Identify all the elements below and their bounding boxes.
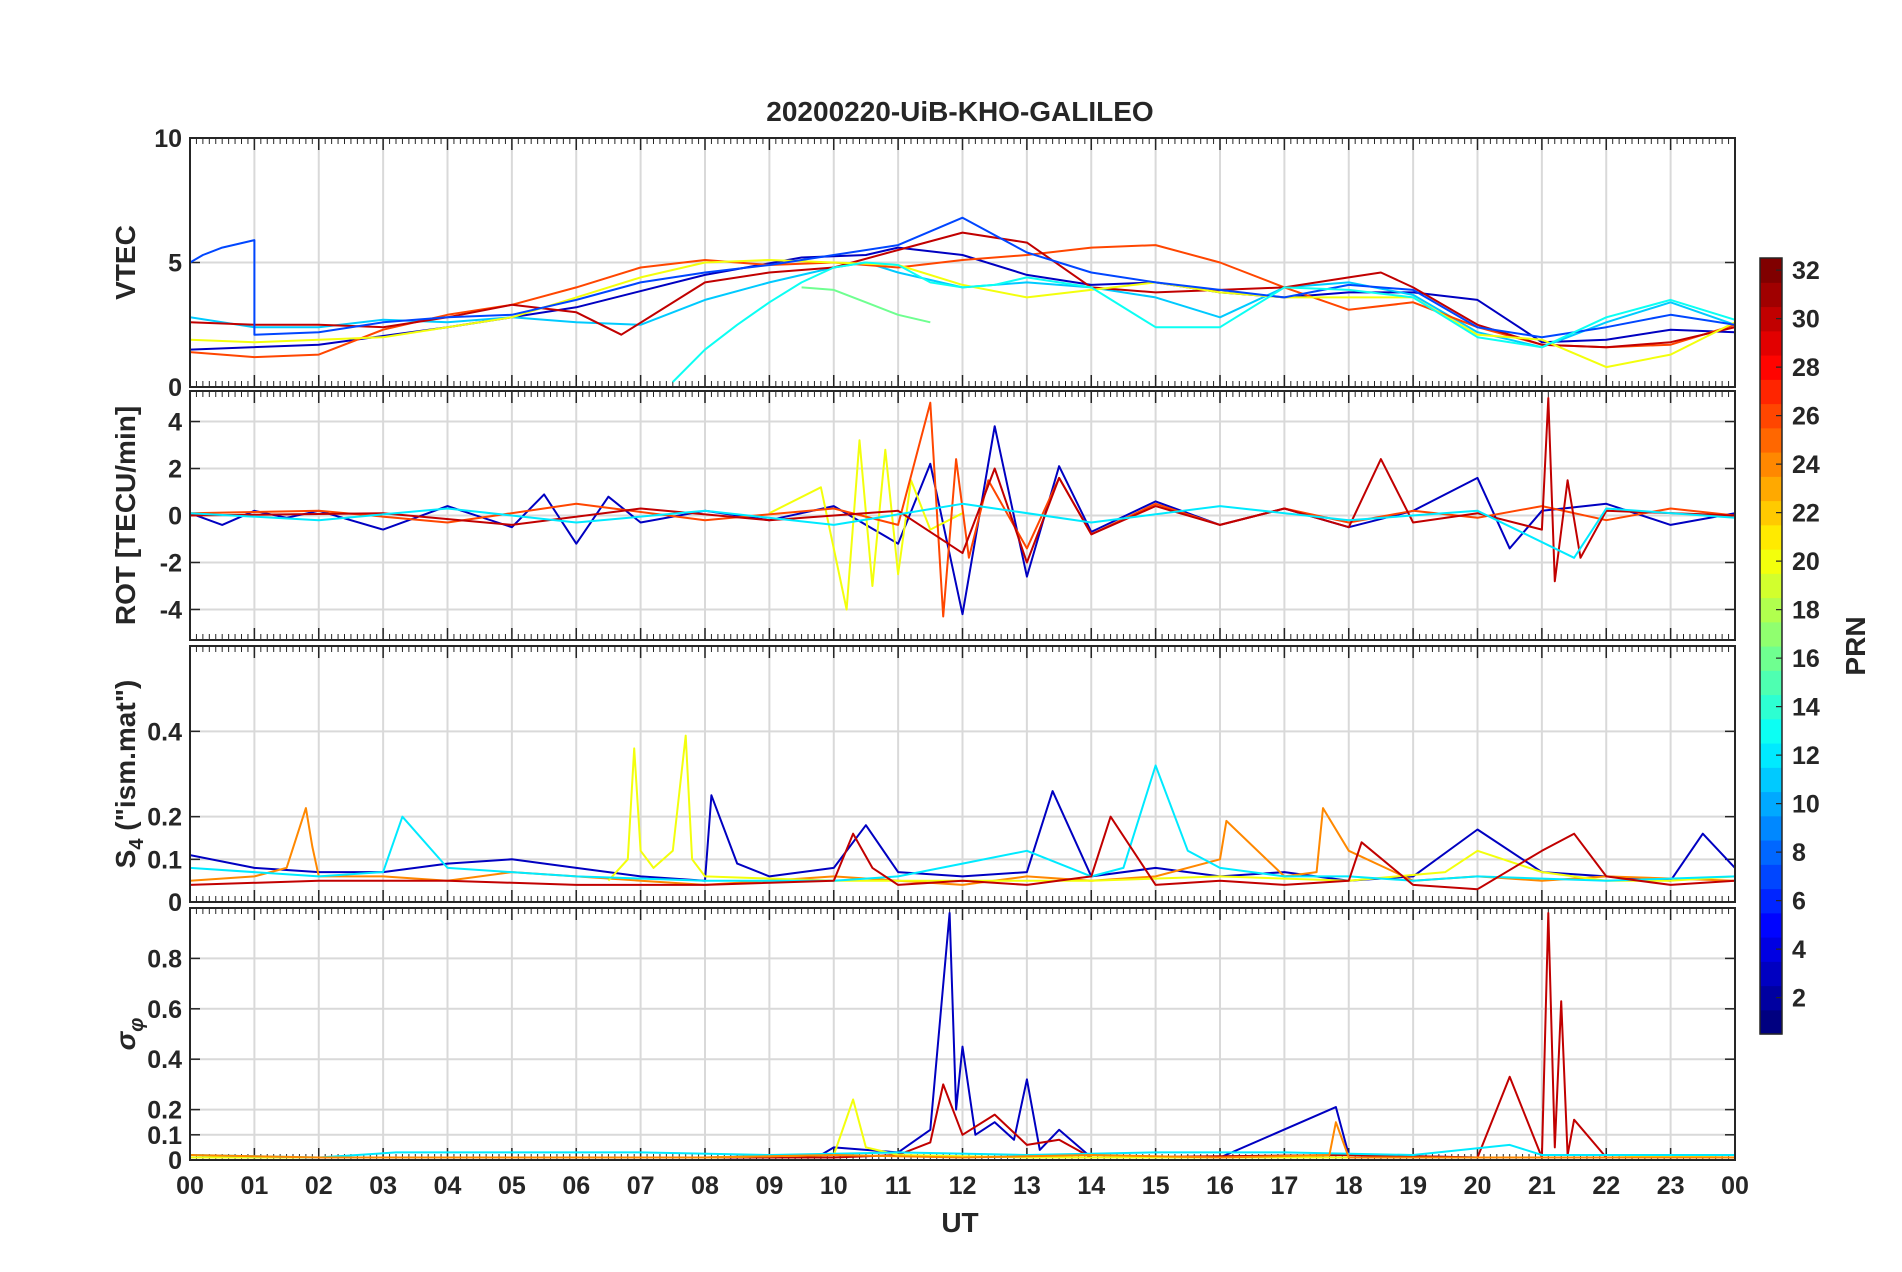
colorbar-tick-label: 2 bbox=[1792, 985, 1806, 1013]
panel-sigma_phi: 00.10.2 0.4 0.6 0.8 σφ 00 01 02 03 04 05 06 07 08 09 10… bbox=[110, 908, 1749, 1200]
x-tick-label: 20 bbox=[1464, 1172, 1492, 1200]
colorbar-cell bbox=[1760, 282, 1782, 307]
x-tick-label: 05 bbox=[498, 1172, 526, 1200]
colorbar-tick-label: 28 bbox=[1792, 354, 1820, 382]
y-tick-label: -4 bbox=[160, 596, 182, 624]
y-tick-label: 0.6 bbox=[147, 996, 182, 1024]
colorbar-cell bbox=[1760, 379, 1782, 404]
y-tick-label: 0 bbox=[168, 503, 182, 531]
x-tick-label: 23 bbox=[1657, 1172, 1685, 1200]
y-tick-label: 0.1 bbox=[147, 1122, 182, 1150]
y-tick-label: 0.2 bbox=[147, 804, 182, 832]
x-tick-label: 03 bbox=[369, 1172, 397, 1200]
y-tick-label: 10 bbox=[154, 125, 182, 153]
colorbar-cell bbox=[1760, 767, 1782, 792]
x-tick-label: 02 bbox=[305, 1172, 333, 1200]
colorbar-tick-label: 32 bbox=[1792, 257, 1820, 285]
x-tick-label: 01 bbox=[240, 1172, 268, 1200]
colorbar-tick-label: 20 bbox=[1792, 548, 1820, 576]
x-tick-label: 17 bbox=[1270, 1172, 1298, 1200]
x-tick-label: 18 bbox=[1335, 1172, 1363, 1200]
x-tick-label: 13 bbox=[1013, 1172, 1041, 1200]
panel-s4: 0 0.1 0.2 0.4S4 ("ism.mat") bbox=[110, 646, 1735, 917]
colorbar-cell bbox=[1760, 961, 1782, 986]
colorbar-cell bbox=[1760, 476, 1782, 501]
colorbar-cell bbox=[1760, 622, 1782, 647]
panel-rot: -4 -2 0 2 4 ROT [TECU/min] bbox=[110, 391, 1735, 640]
y-axis-label-main: S bbox=[110, 850, 141, 869]
y-axis-label: VTEC bbox=[110, 225, 141, 300]
x-tick-label: 07 bbox=[627, 1172, 655, 1200]
x-tick-label: 21 bbox=[1528, 1172, 1556, 1200]
colorbar-tick-label: 30 bbox=[1792, 306, 1820, 334]
y-tick-label: 0.8 bbox=[147, 945, 182, 973]
x-tick-label: 22 bbox=[1592, 1172, 1620, 1200]
x-tick-label: 08 bbox=[691, 1172, 719, 1200]
y-axis-label-main: σ bbox=[110, 1030, 141, 1050]
colorbar-cell bbox=[1760, 864, 1782, 889]
chart-title: 20200220-UiB-KHO-GALILEO bbox=[766, 96, 1153, 127]
colorbar-tick-label: 14 bbox=[1792, 694, 1820, 722]
y-tick-label: 2 bbox=[168, 456, 182, 484]
y-tick-label: 0.1 bbox=[147, 846, 182, 874]
colorbar-cell bbox=[1760, 816, 1782, 841]
x-tick-label: 00 bbox=[176, 1172, 204, 1200]
colorbar-cell bbox=[1760, 719, 1782, 744]
x-tick-label: 06 bbox=[562, 1172, 590, 1200]
y-axis-label: S4 ("ism.mat") bbox=[110, 680, 148, 869]
colorbar-cell bbox=[1760, 573, 1782, 598]
colorbar-tick-label: 24 bbox=[1792, 451, 1820, 479]
colorbar-tick-label: 26 bbox=[1792, 403, 1820, 431]
colorbar-tick-label: 8 bbox=[1792, 839, 1806, 867]
colorbar-cell bbox=[1760, 428, 1782, 453]
x-tick-label: 12 bbox=[949, 1172, 977, 1200]
x-axis-label: UT bbox=[941, 1207, 978, 1238]
x-tick-label: 09 bbox=[755, 1172, 783, 1200]
colorbar-tick-label: 12 bbox=[1792, 742, 1820, 770]
colorbar-cell bbox=[1760, 1010, 1782, 1035]
y-tick-label: 0 bbox=[168, 1147, 182, 1175]
y-axis-label-suffix: ("ism.mat") bbox=[110, 680, 141, 839]
colorbar-tick-label: 6 bbox=[1792, 888, 1806, 916]
x-tick-label: 11 bbox=[885, 1172, 912, 1200]
y-tick-label: 0.4 bbox=[147, 718, 182, 746]
colorbar-cell bbox=[1760, 670, 1782, 695]
x-tick-label: 16 bbox=[1206, 1172, 1234, 1200]
x-tick-label: 04 bbox=[434, 1172, 462, 1200]
panel-vtec: 0 5 10 VTEC bbox=[110, 125, 1735, 402]
colorbar-cell bbox=[1760, 331, 1782, 356]
colorbar-cell bbox=[1760, 525, 1782, 550]
x-tick-label: 00 bbox=[1721, 1172, 1749, 1200]
y-tick-label: 0 bbox=[168, 374, 182, 402]
x-tick-label: 19 bbox=[1399, 1172, 1427, 1200]
y-tick-label: 5 bbox=[168, 250, 182, 278]
y-tick-label: -2 bbox=[160, 549, 182, 577]
colorbar-tick-label: 22 bbox=[1792, 500, 1820, 528]
y-tick-label: 0.2 bbox=[147, 1097, 182, 1125]
y-axis-label: ROT [TECU/min] bbox=[110, 406, 141, 625]
y-axis-label: σφ bbox=[110, 1018, 148, 1051]
x-tick-label: 10 bbox=[820, 1172, 848, 1200]
colorbar-cell bbox=[1760, 913, 1782, 938]
colorbar-tick-label: 18 bbox=[1792, 597, 1820, 625]
y-tick-label: 0 bbox=[168, 889, 182, 917]
y-axis-label-sub: φ bbox=[126, 1018, 148, 1032]
x-tick-label: 15 bbox=[1142, 1172, 1170, 1200]
colorbar-tick-label: 16 bbox=[1792, 645, 1820, 673]
y-tick-label: 0.4 bbox=[147, 1046, 182, 1074]
colorbar-label: PRN bbox=[1840, 616, 1871, 675]
colorbar-tick-label: 4 bbox=[1792, 936, 1806, 964]
x-tick-label: 14 bbox=[1077, 1172, 1105, 1200]
colorbar-tick-label: 10 bbox=[1792, 791, 1820, 819]
y-tick-label: 4 bbox=[168, 409, 182, 437]
